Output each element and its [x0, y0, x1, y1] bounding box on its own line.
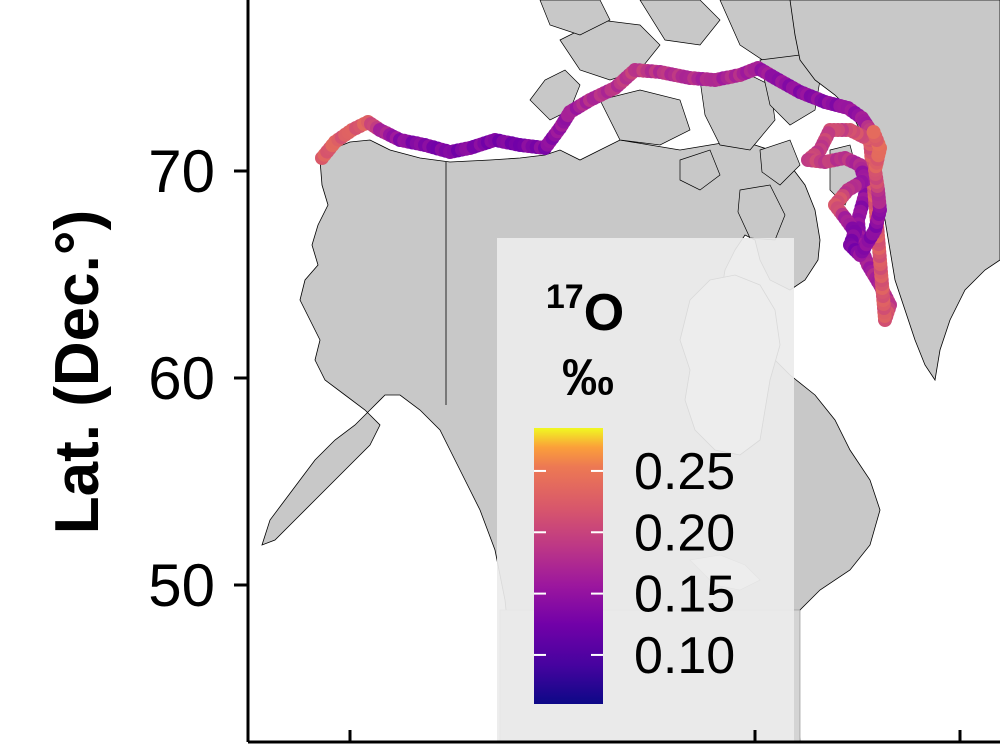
y-tick-label-60: 60	[148, 345, 215, 412]
legend-title-superscript: 17	[546, 278, 584, 316]
color-legend: 17O ‰ 0.250.200.150.10	[534, 278, 735, 704]
greenland	[789, 0, 1000, 382]
legend-title: 17O	[546, 278, 624, 342]
map-panel	[261, 0, 1000, 742]
y-tick-label-70: 70	[148, 138, 215, 205]
y-axis-ticks: 70 60 50	[148, 138, 248, 619]
legend-tick-label: 0.20	[634, 504, 735, 562]
track-point	[866, 125, 881, 139]
legend-title-main: O	[584, 284, 624, 342]
legend-tick-label: 0.15	[634, 566, 735, 624]
legend-tick-label: 0.10	[634, 627, 735, 685]
legend-colorbar	[534, 428, 603, 704]
legend-tick-label: 0.25	[634, 443, 735, 501]
ship-track	[315, 61, 897, 327]
legend-ticks: 0.250.200.150.10	[534, 443, 735, 685]
y-axis-label: Lat. (Dec.°)	[43, 210, 112, 535]
y-tick-label-50: 50	[148, 552, 215, 619]
legend-unit: ‰	[562, 349, 614, 407]
